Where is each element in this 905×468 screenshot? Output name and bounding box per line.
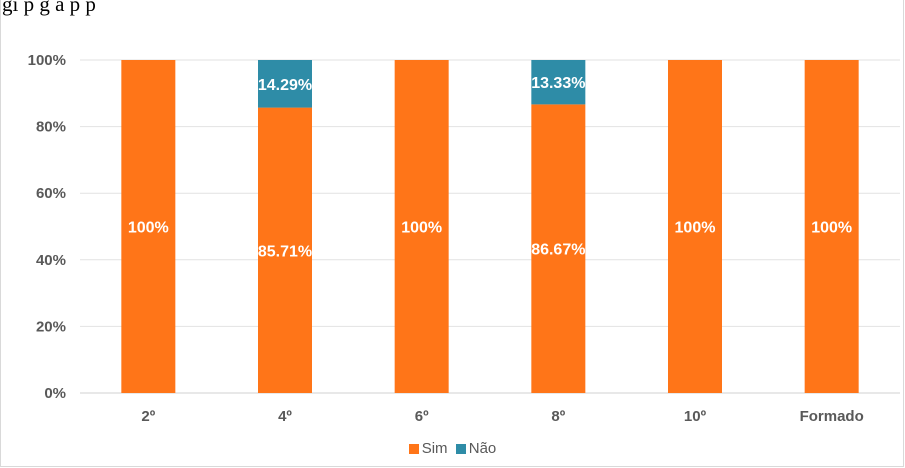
x-tick-label: Formado <box>800 408 864 425</box>
data-label: 100% <box>401 220 442 237</box>
bar-nao <box>531 60 586 105</box>
data-label: 100% <box>811 220 852 237</box>
gridlines <box>80 59 900 394</box>
data-label: 100% <box>675 220 716 237</box>
x-tick-label: 6º <box>415 408 429 425</box>
y-tick-label: 100% <box>28 52 66 69</box>
data-label: 14.29% <box>258 77 312 94</box>
data-label: 100% <box>128 220 169 237</box>
x-tick-label: 8º <box>551 408 565 425</box>
stacked-bar-chart: 0% 20% 40% 60% 80% 100% 100% 85.71% 14.29% 100% 8… <box>28 52 900 425</box>
bar-sim <box>121 60 176 393</box>
bar-sim <box>804 60 859 393</box>
y-tick-label: 80% <box>36 119 66 136</box>
y-axis: 0% 20% 40% 60% 80% 100% <box>28 52 66 402</box>
data-label: 85.71% <box>258 243 312 260</box>
y-tick-label: 0% <box>44 385 66 402</box>
x-tick-label: 2º <box>141 408 155 425</box>
bars <box>121 60 859 394</box>
bar-sim <box>394 60 449 393</box>
legend-item-sim: Sim <box>408 440 448 457</box>
bar-sim <box>258 107 312 394</box>
legend-swatch-nao <box>455 443 466 454</box>
y-tick-label: 20% <box>36 318 66 335</box>
legend-label-nao: Não <box>468 440 497 457</box>
legend: Sim Não <box>0 440 905 458</box>
data-label: 86.67% <box>531 242 585 259</box>
x-tick-label: 4º <box>278 408 292 425</box>
chart-title-fragment: gi p g ã p p <box>2 0 96 16</box>
bar-sim <box>668 60 722 393</box>
bar-sim <box>531 104 586 393</box>
legend-label-sim: Sim <box>421 440 448 457</box>
x-tick-label: 10º <box>684 408 707 425</box>
data-labels: 100% 85.71% 14.29% 100% 86.67% 13.33% 100% 100% <box>128 75 852 260</box>
legend-swatch-sim <box>408 443 419 454</box>
data-label: 13.33% <box>531 75 585 92</box>
bar-nao <box>258 60 312 108</box>
y-tick-label: 60% <box>36 185 66 202</box>
y-tick-label: 40% <box>36 252 66 269</box>
x-axis: 2º 4º 6º 8º 10º Formado <box>141 408 863 425</box>
legend-item-nao: Não <box>455 440 497 457</box>
